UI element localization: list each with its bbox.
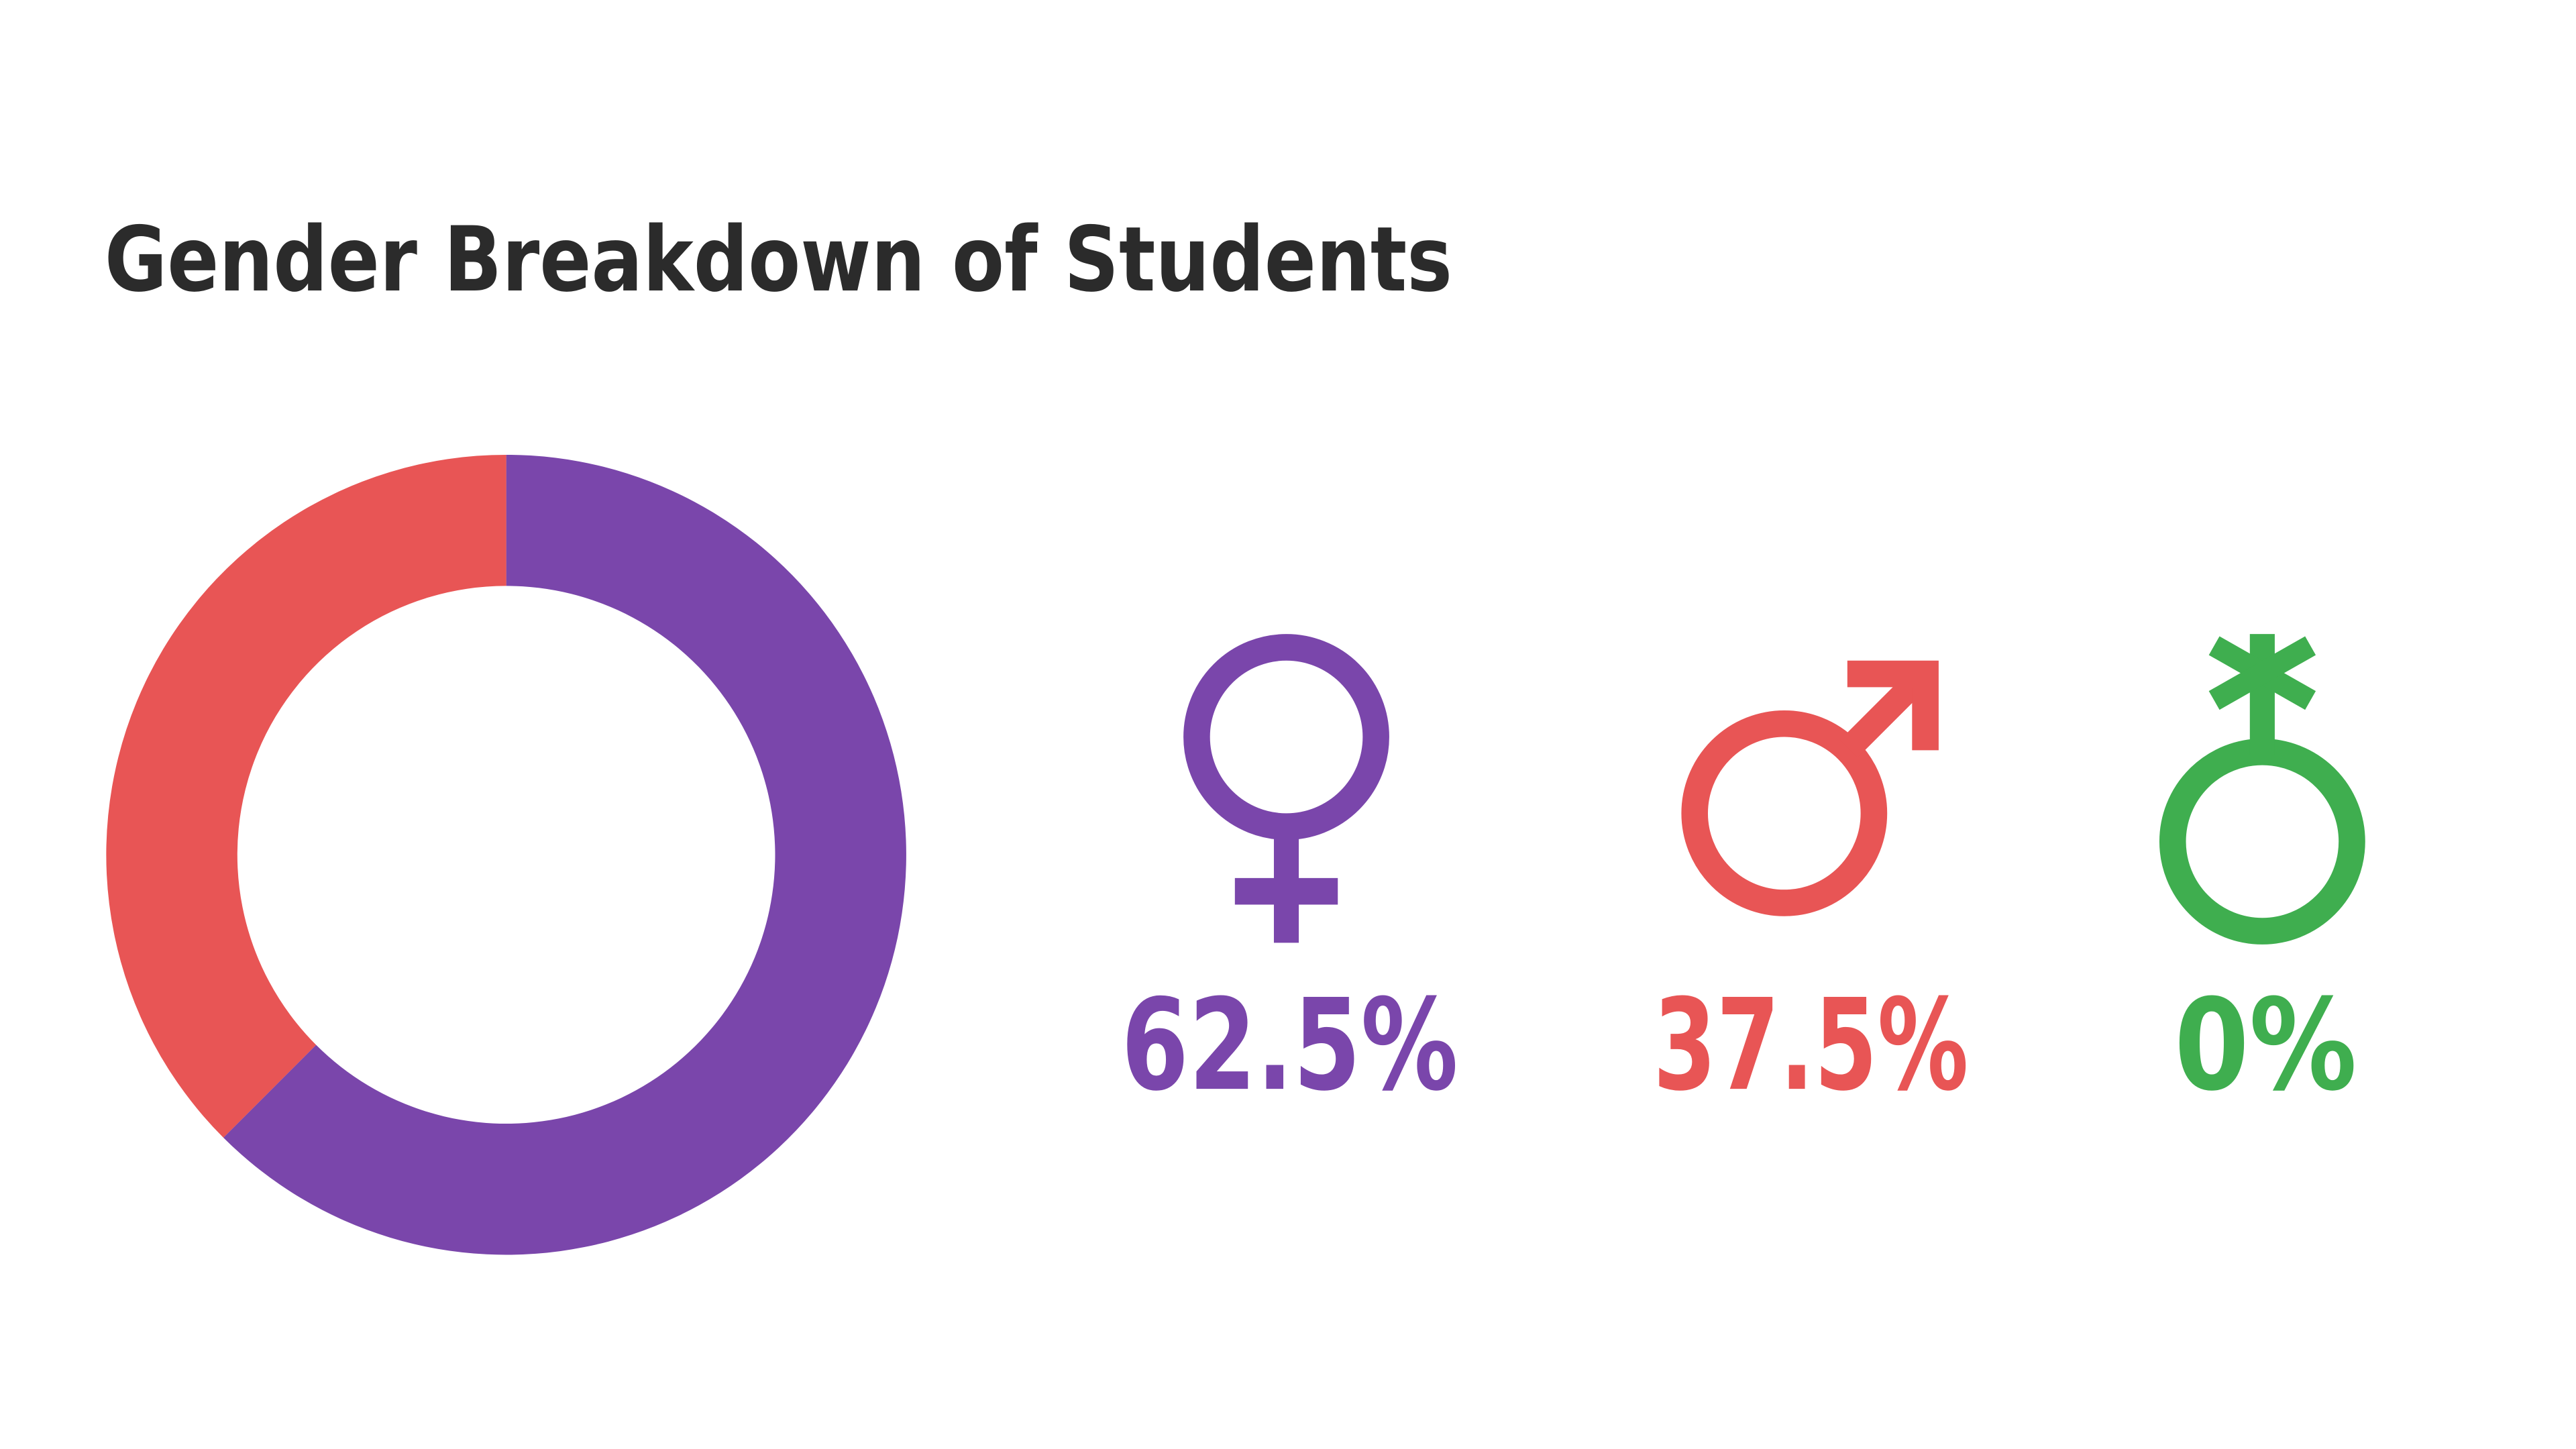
value-label: 0% (2174, 972, 2357, 1119)
chart-title: Gender Breakdown of Students (105, 207, 1452, 312)
donut (106, 454, 906, 1255)
donut-segment (106, 454, 506, 1138)
intersex-icon (2159, 634, 2365, 945)
female-icon (1183, 634, 1389, 943)
donut-segment (223, 454, 906, 1255)
value-label: 37.5% (1653, 972, 1968, 1119)
value-label: 62.5% (1121, 972, 1458, 1119)
male-icon (1681, 660, 1939, 916)
